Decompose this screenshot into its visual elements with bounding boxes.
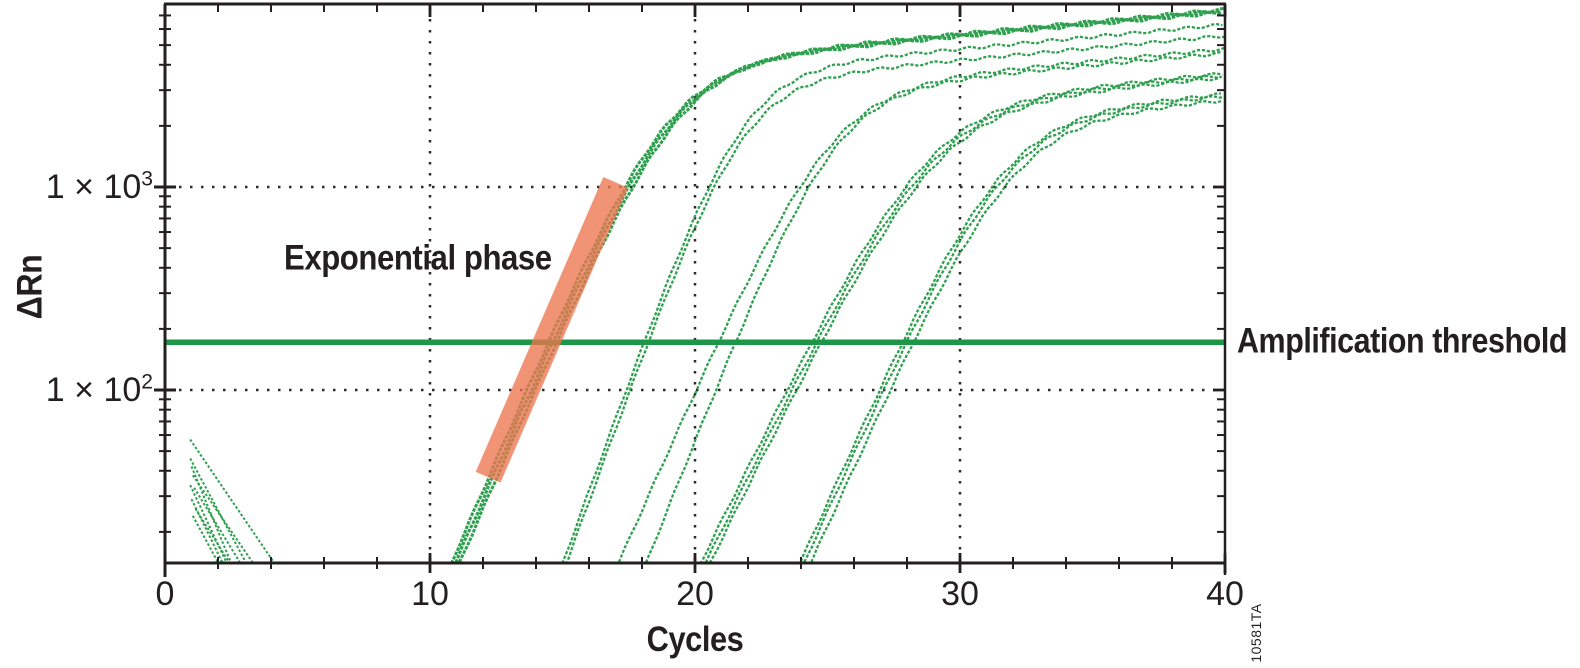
x-tick-label: 40: [1206, 575, 1244, 613]
exponential-phase-label: Exponential phase: [284, 238, 552, 278]
y-tick-label: 1 × 102: [45, 370, 153, 409]
amplification-threshold-label: Amplification threshold: [1237, 321, 1568, 361]
figure-id-label: 10581TA: [1248, 603, 1264, 663]
y-axis-title: ΔRn: [10, 254, 50, 320]
x-tick-label: 0: [155, 575, 175, 613]
x-tick-label: 30: [941, 575, 979, 613]
x-tick-label: 20: [676, 575, 714, 613]
x-axis-title: Cycles: [646, 620, 744, 659]
x-tick-label: 10: [411, 575, 449, 613]
y-tick-label: 1 × 103: [45, 167, 153, 206]
